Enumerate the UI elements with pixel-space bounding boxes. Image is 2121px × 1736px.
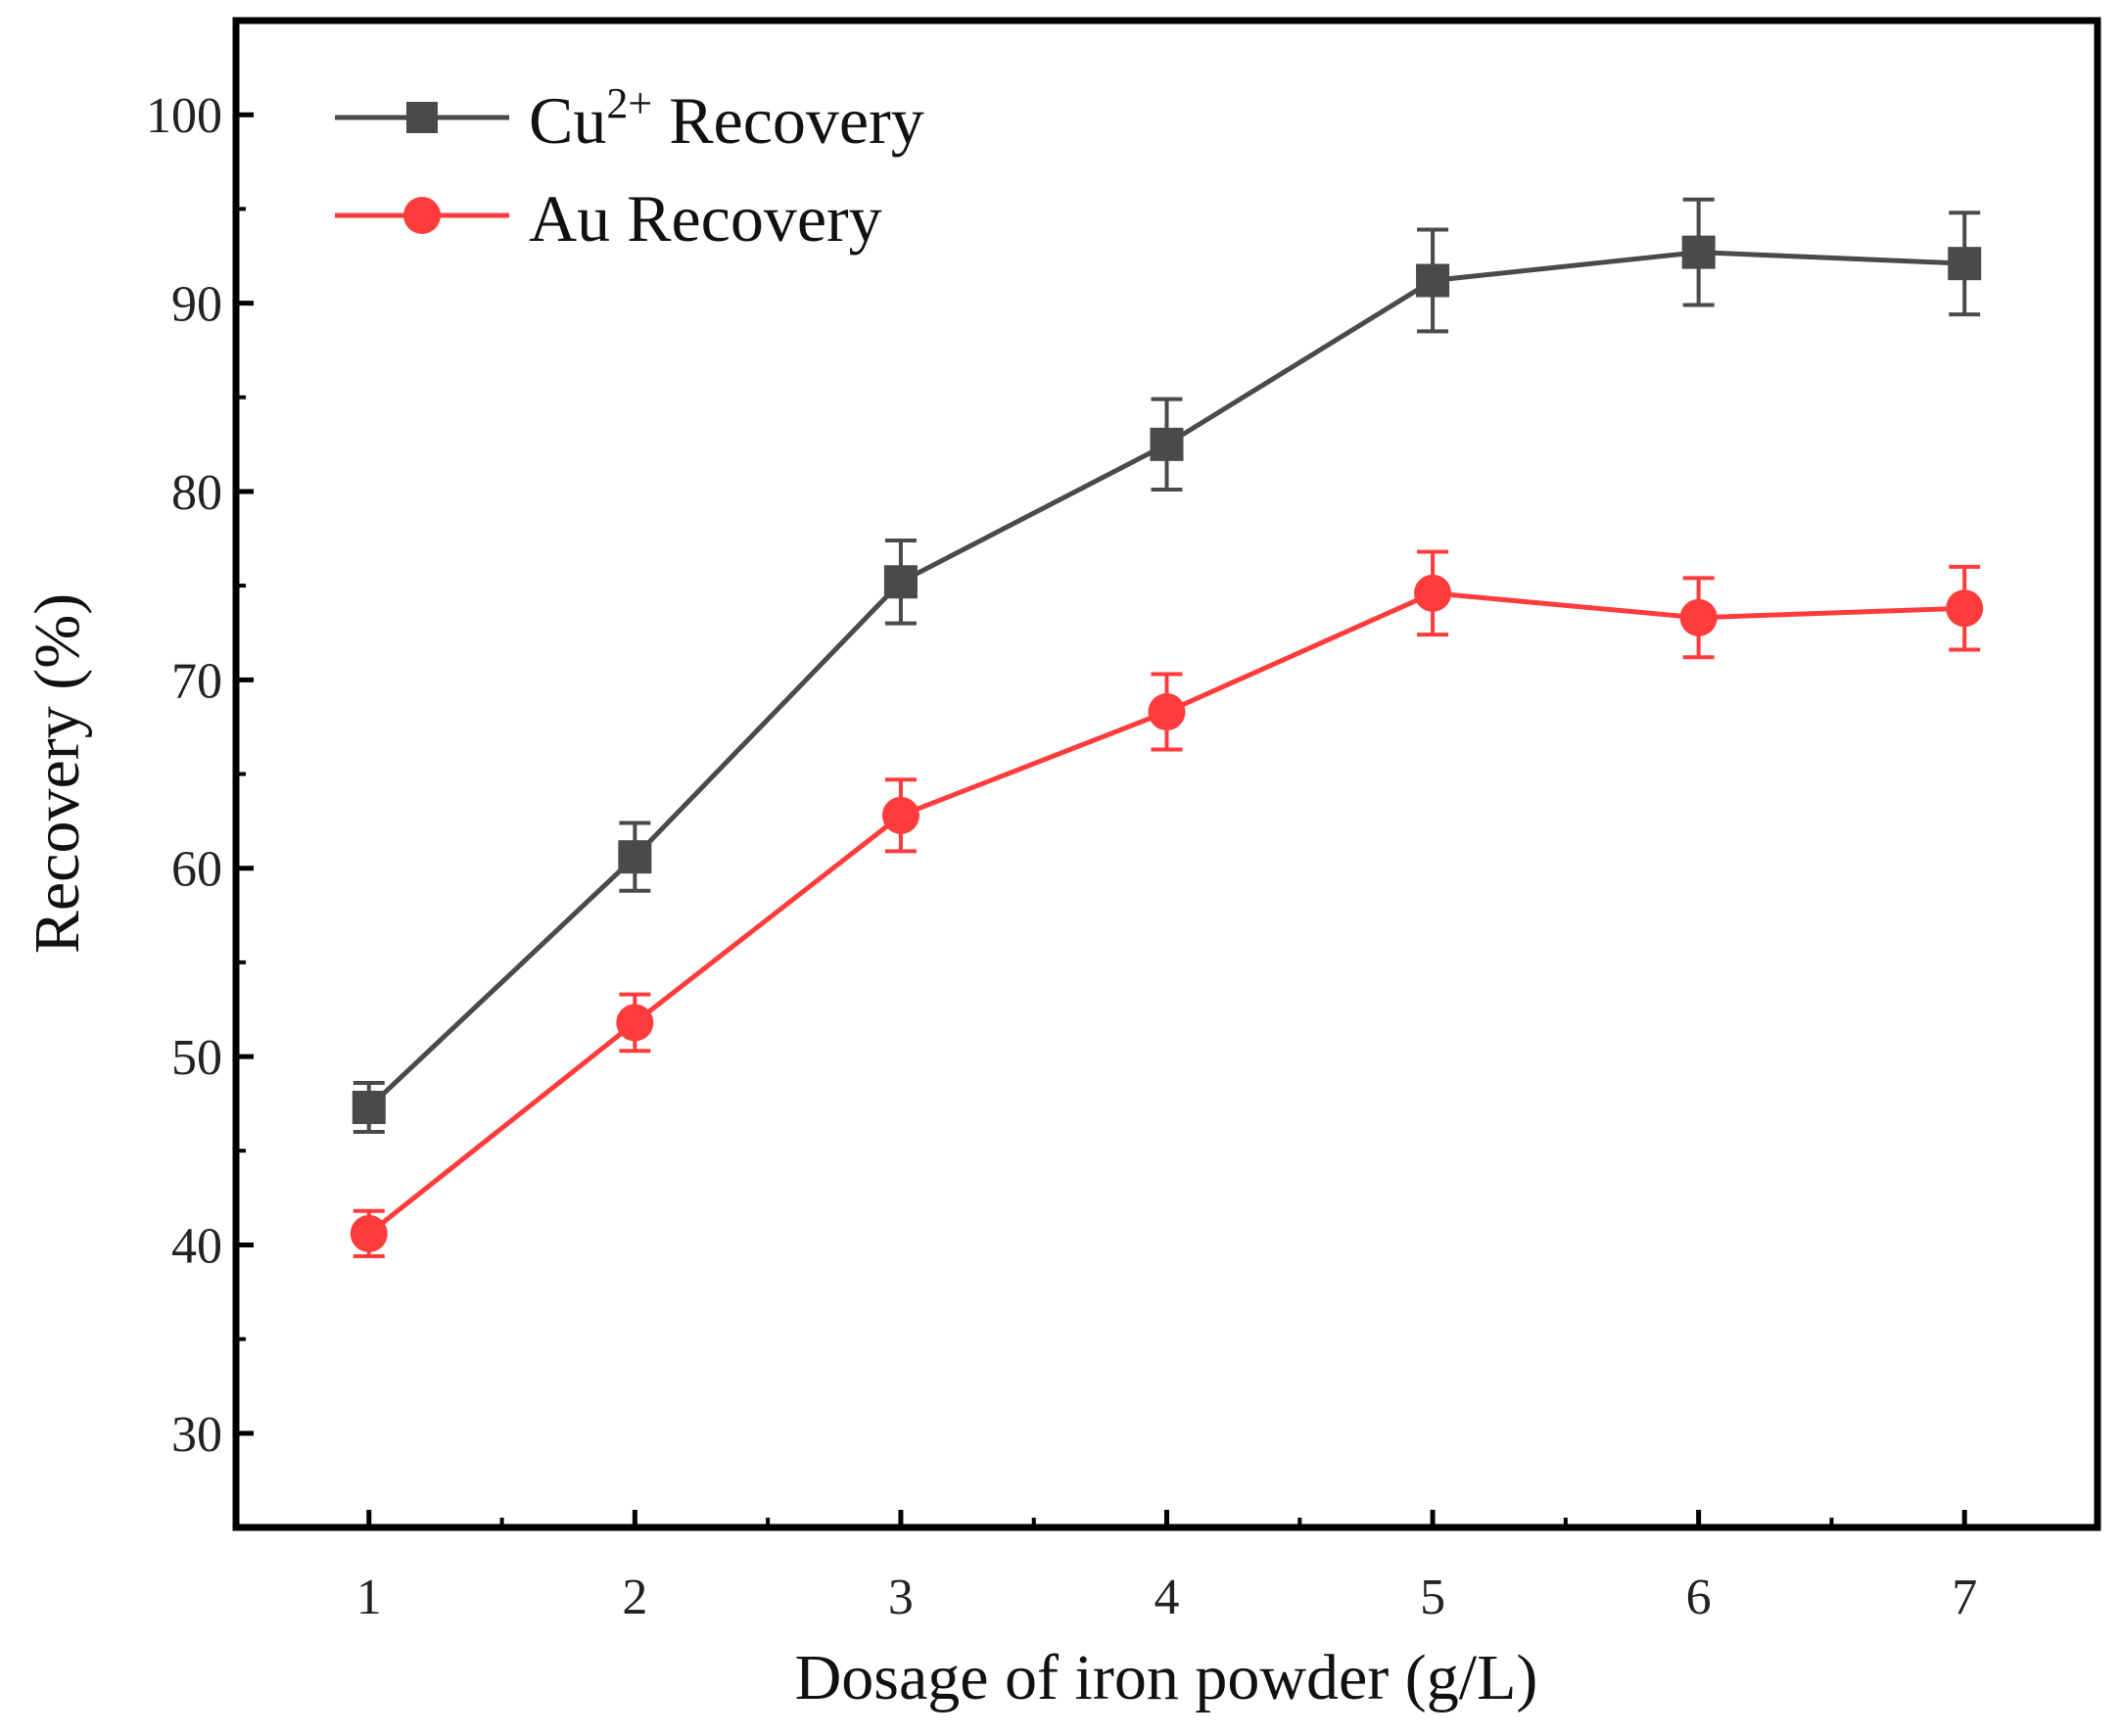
y-tick-label: 60 xyxy=(171,842,222,898)
data-point-circle xyxy=(1414,574,1452,612)
x-tick-label: 2 xyxy=(622,1570,647,1625)
series-cu-recovery xyxy=(352,197,1982,1135)
y-tick-label: 90 xyxy=(171,277,222,333)
x-tick-label: 5 xyxy=(1420,1570,1445,1625)
data-point-circle xyxy=(881,796,919,834)
y-tick-label: 30 xyxy=(171,1407,222,1463)
y-tick-label: 70 xyxy=(171,653,222,709)
legend-square-marker xyxy=(406,102,438,133)
series-au-recovery xyxy=(350,549,1984,1258)
x-tick-label: 1 xyxy=(356,1570,382,1625)
y-tick-label: 40 xyxy=(171,1218,222,1274)
data-point-square xyxy=(1948,247,1982,281)
y-tick-label: 50 xyxy=(171,1030,222,1086)
data-point-circle xyxy=(1946,589,1984,628)
data-point-square xyxy=(1681,235,1716,269)
x-tick-label: 7 xyxy=(1952,1570,1977,1625)
y-tick-label: 100 xyxy=(146,88,222,144)
x-tick-label: 3 xyxy=(888,1570,914,1625)
plot-frame xyxy=(232,17,2101,1531)
data-point-circle xyxy=(616,1004,654,1042)
data-point-square xyxy=(1416,263,1450,298)
x-axis-title: Dosage of iron powder (g/L) xyxy=(795,1642,1538,1713)
data-point-square xyxy=(352,1091,386,1125)
x-tick-label: 4 xyxy=(1155,1570,1180,1625)
y-axis-title: Recovery (%) xyxy=(22,593,93,954)
data-point-circle xyxy=(350,1214,388,1252)
legend-label-cu: Cu2+ Recovery xyxy=(529,79,924,158)
data-series xyxy=(350,197,1984,1258)
y-tick-label: 80 xyxy=(171,465,222,521)
data-point-circle xyxy=(1148,693,1186,731)
data-point-circle xyxy=(1679,598,1718,636)
data-point-square xyxy=(618,840,652,874)
data-point-square xyxy=(1150,427,1184,461)
legend: Cu2+ Recovery Au Recovery xyxy=(335,79,924,256)
legend-label-au: Au Recovery xyxy=(529,181,882,256)
axes: 30 40 50 60 70 80 90 100 1 2 3 4 5 6 7 xyxy=(146,19,1977,1625)
legend-circle-marker xyxy=(403,197,441,234)
x-tick-label: 6 xyxy=(1686,1570,1712,1625)
data-point-square xyxy=(883,565,918,599)
